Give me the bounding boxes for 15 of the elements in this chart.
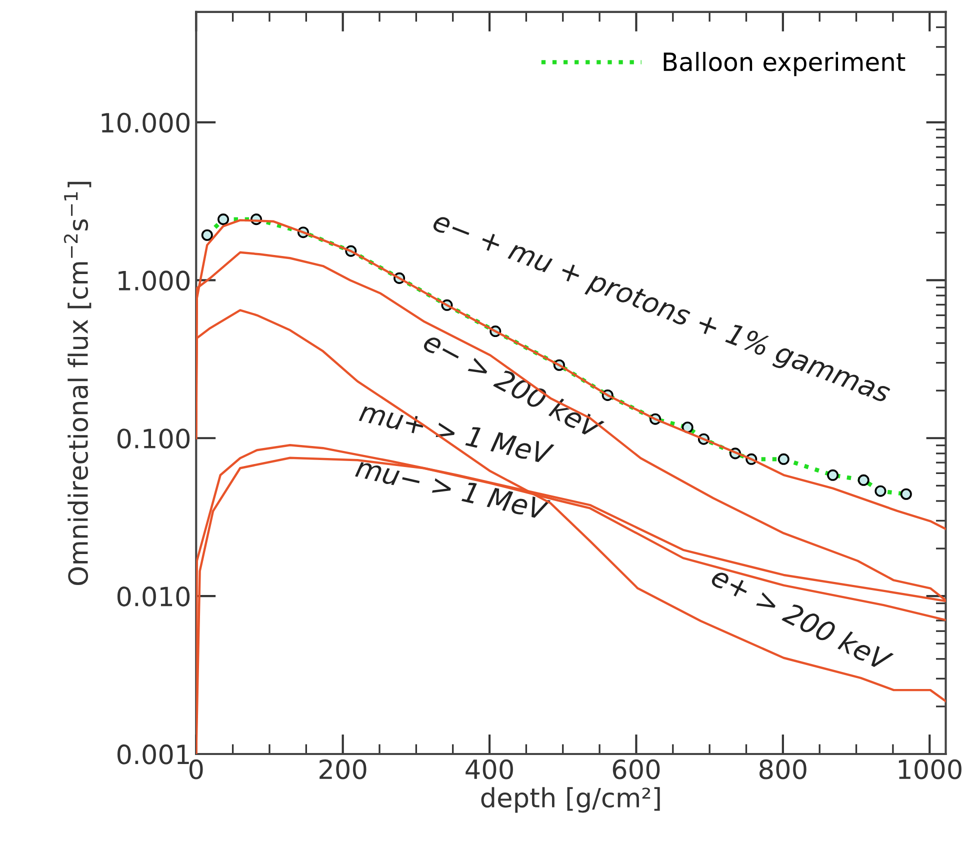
y-tick-label: 10.000: [102, 112, 190, 133]
y-tick-label: 0.100: [117, 428, 190, 449]
y-tick-label: 0.010: [117, 586, 190, 606]
x-tick-label: 200: [320, 759, 366, 780]
x-tick-label: 800: [760, 759, 806, 780]
legend-label: Balloon experiment: [664, 52, 906, 76]
annotation: e+ > 200 keV: [710, 564, 894, 673]
x-tick-label: 1000: [898, 759, 962, 780]
x-tick-label: 400: [466, 759, 513, 780]
y-tick-label: 1.000: [118, 270, 190, 291]
x-axis-title: depth [g/cm²]: [481, 787, 660, 813]
x-tick-label: 600: [612, 759, 660, 780]
y-axis-title: Omnidirectional flux [cm$^{−2}$s$^{−1}$]: [64, 182, 92, 586]
x-tick-label: 0: [189, 759, 203, 780]
y-tick-label: 0.001: [117, 744, 189, 764]
